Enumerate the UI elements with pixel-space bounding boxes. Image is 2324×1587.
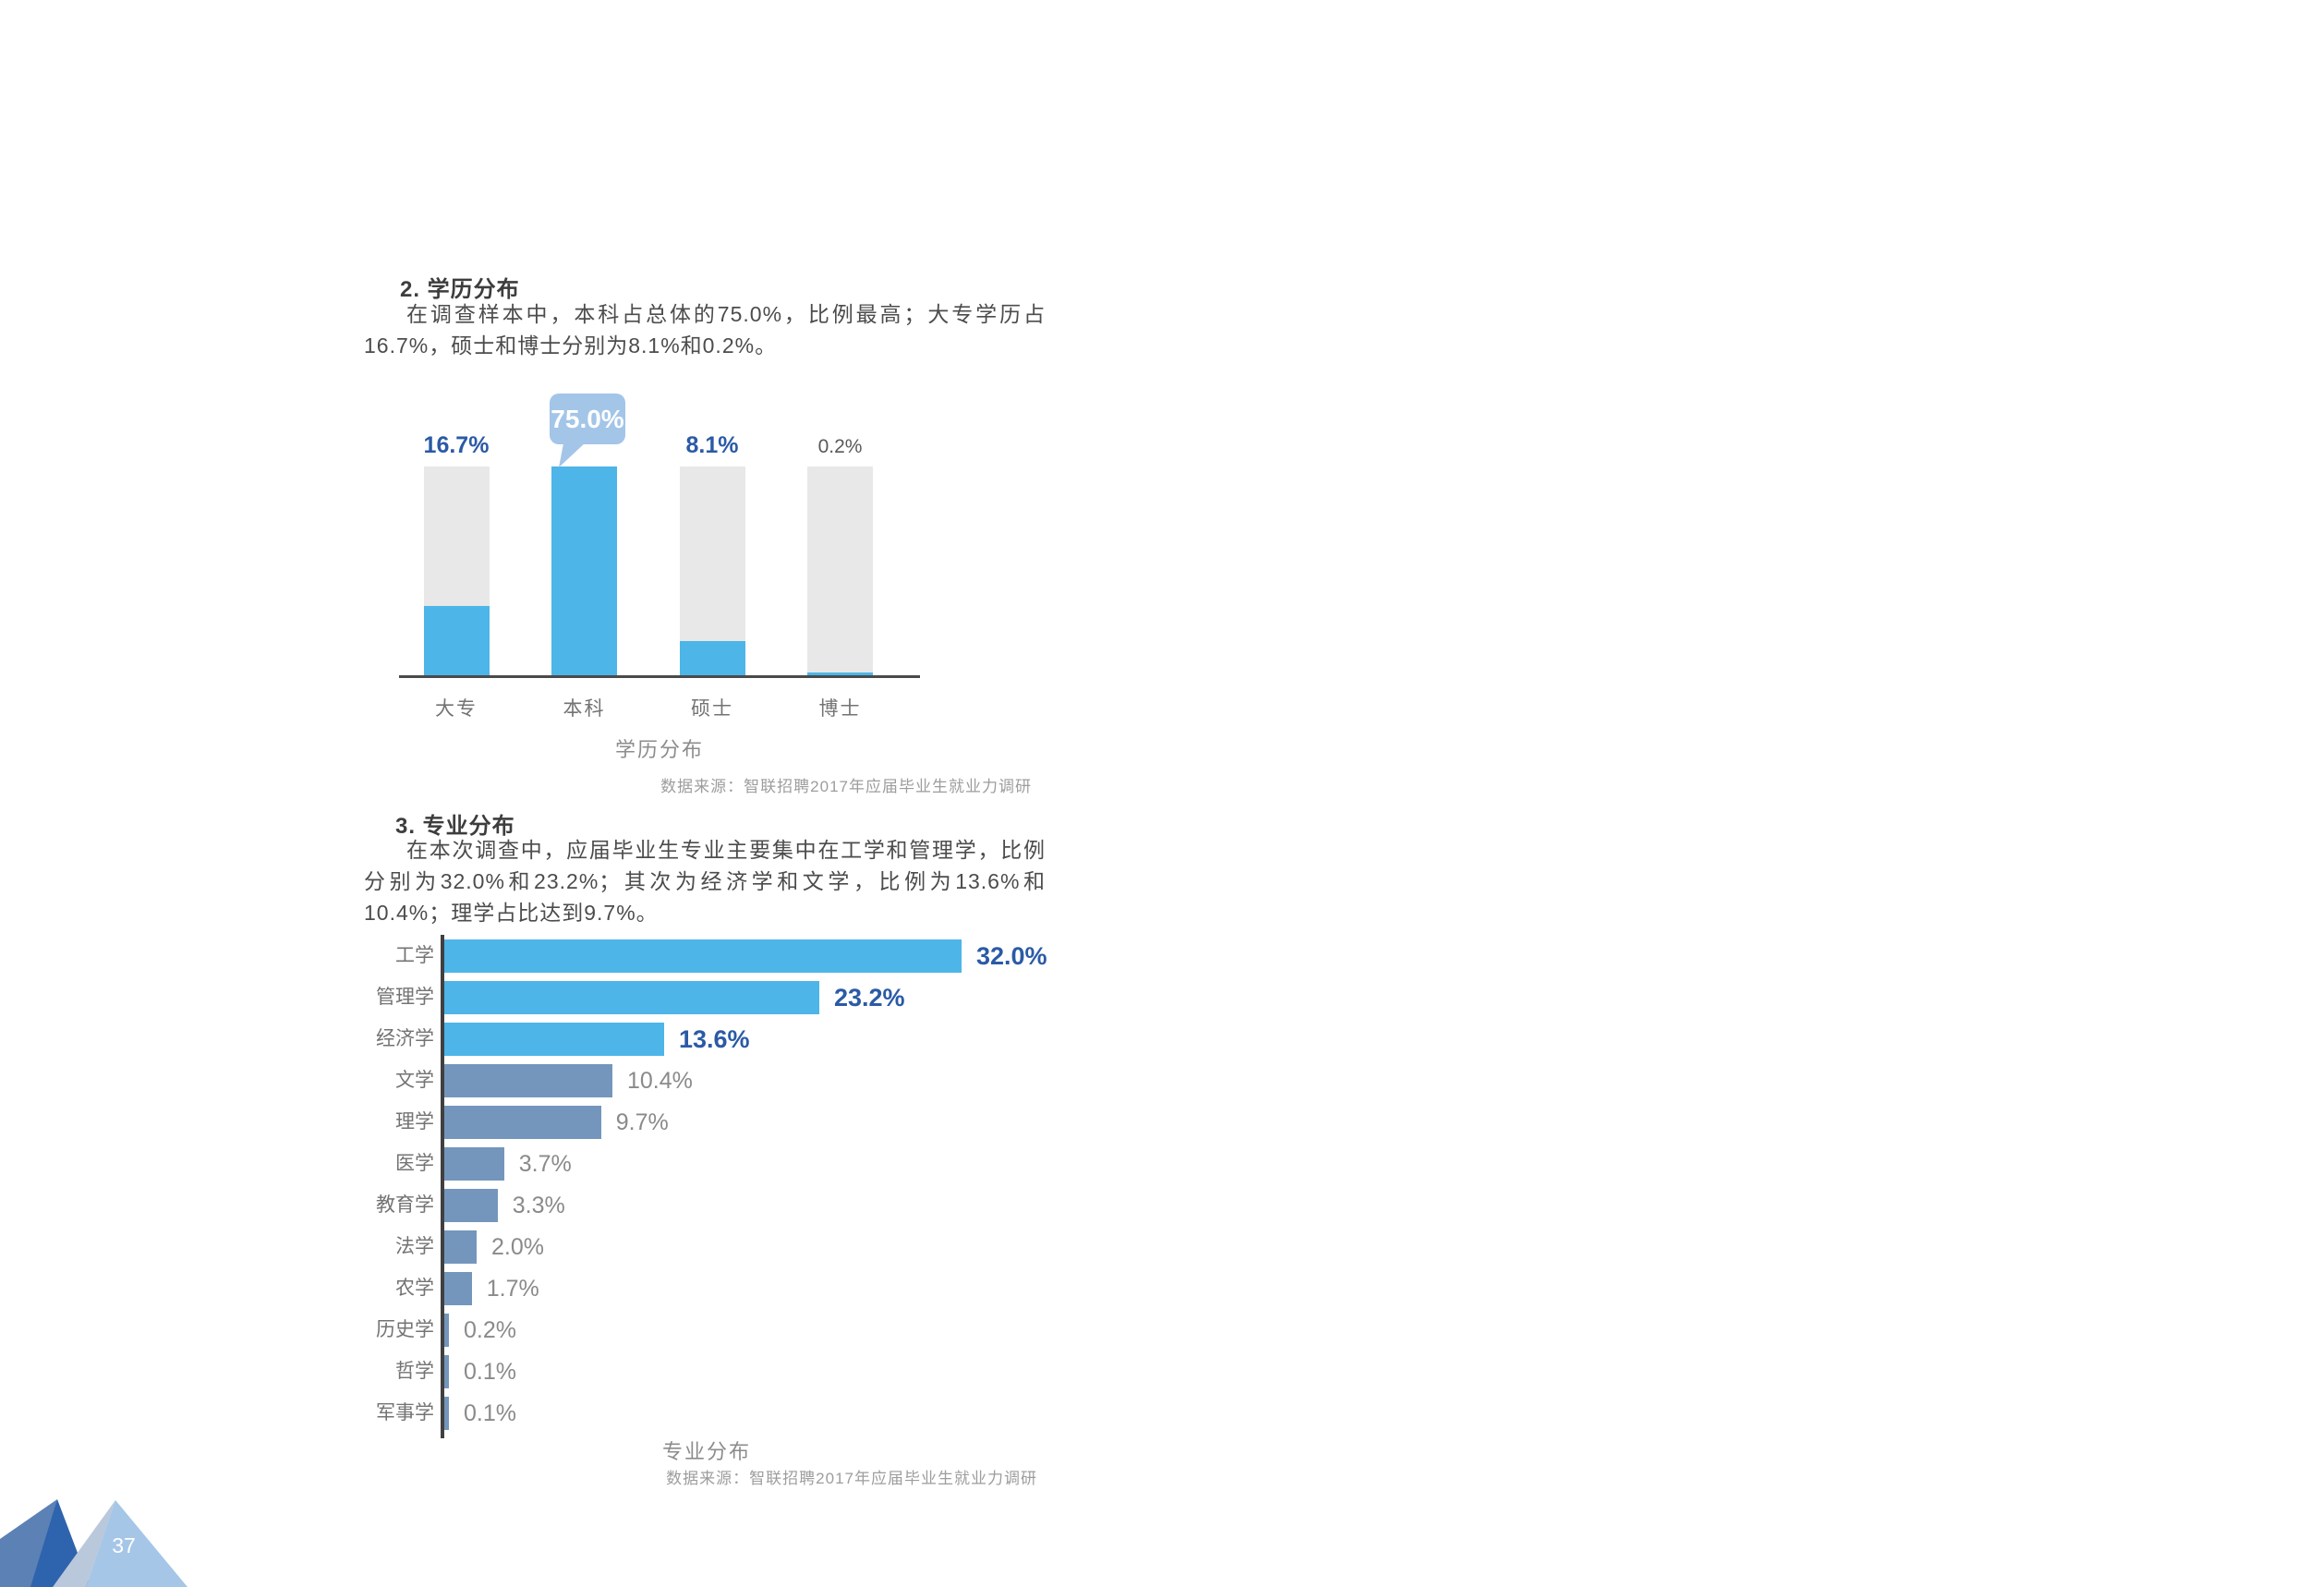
hbar	[444, 1064, 612, 1097]
bar-column-博士: 0.2% 博士	[807, 388, 873, 799]
hbar-row-医学: 医学 3.7%	[365, 1147, 1085, 1181]
x-axis-line	[399, 675, 920, 678]
bar-category-label: 本科	[563, 698, 606, 720]
hbar-row-法学: 法学 2.0%	[365, 1230, 1085, 1264]
hbar	[444, 1147, 504, 1181]
hbar	[444, 1106, 601, 1139]
hbar-category-label: 军事学	[376, 1402, 434, 1423]
bar-fill	[551, 466, 617, 675]
hbar-category-label: 教育学	[376, 1194, 434, 1216]
education-chart-source: 数据来源：智联招聘2017年应届毕业生就业力调研	[660, 778, 1032, 795]
hbar-value-label: 32.0%	[976, 942, 1047, 970]
callout-bubble: 75.0%	[550, 394, 625, 444]
hbar-row-经济学: 经济学 13.6%	[365, 1023, 1085, 1056]
hbar-value-label: 2.0%	[491, 1234, 544, 1260]
bar-value-label: 16.7%	[423, 432, 490, 458]
hbar-category-label: 哲学	[395, 1361, 434, 1382]
bar-fill	[679, 641, 745, 675]
hbar	[444, 1272, 472, 1305]
bar-column-大专: 16.7% 大专	[423, 388, 490, 799]
hbar-value-label: 1.7%	[486, 1276, 539, 1302]
mountain-right-pale-face	[53, 1500, 115, 1587]
bar-track	[551, 466, 617, 675]
hbar-category-label: 农学	[395, 1278, 434, 1299]
hbar-row-哲学: 哲学 0.1%	[365, 1355, 1085, 1388]
mountain-right-light-face	[86, 1500, 188, 1587]
hbar-category-label: 工学	[395, 945, 434, 966]
bar-category-label: 硕士	[691, 698, 733, 720]
major-chart-source: 数据来源：智联招聘2017年应届毕业生就业力调研	[666, 1470, 1037, 1487]
bar-category-label: 博士	[818, 698, 862, 720]
hbar	[444, 1314, 449, 1347]
hbar	[444, 1397, 449, 1430]
hbar-row-教育学: 教育学 3.3%	[365, 1189, 1085, 1222]
hbar-category-label: 历史学	[376, 1319, 434, 1340]
hbar-row-军事学: 军事学 0.1%	[365, 1397, 1085, 1430]
hbar	[444, 1230, 477, 1264]
hbar-value-label: 9.7%	[615, 1109, 669, 1135]
bar-column-本科: 本科	[551, 388, 617, 799]
section-3-paragraph: 在本次调查中，应届毕业生专业主要集中在工学和管理学，比例分别为32.0%和23.…	[364, 838, 1046, 925]
bar-fill	[423, 605, 490, 675]
hbar-row-工学: 工学 32.0%	[365, 939, 1085, 973]
hbar-row-文学: 文学 10.4%	[365, 1064, 1085, 1097]
hbar-row-理学: 理学 9.7%	[365, 1106, 1085, 1139]
hbar-value-label: 13.6%	[679, 1025, 750, 1053]
bar-track	[807, 466, 873, 675]
hbar-category-label: 法学	[395, 1236, 434, 1257]
hbar-value-label: 10.4%	[627, 1068, 693, 1094]
hbar-category-label: 医学	[395, 1153, 434, 1174]
hbar	[444, 1189, 498, 1222]
bar-fill	[807, 672, 873, 675]
hbar-value-label: 0.1%	[464, 1400, 516, 1426]
hbar-category-label: 管理学	[376, 987, 434, 1008]
education-chart-caption: 学历分布	[614, 738, 704, 761]
bar-category-label: 大专	[435, 698, 478, 720]
hbar-category-label: 经济学	[376, 1028, 434, 1049]
hbar-value-label: 23.2%	[834, 984, 905, 1012]
bar-track	[679, 466, 745, 675]
hbar-row-管理学: 管理学 23.2%	[365, 981, 1085, 1014]
section-3-heading: 3. 专业分布	[395, 814, 515, 839]
education-distribution-chart: 16.7% 大专 本科 8.1% 硕士 0.2% 博士 75.0% 学历分布 数据来源：智联…	[365, 388, 1067, 799]
section-2-paragraph: 在调查样本中，本科占总体的75.0%，比例最高；大专学历占16.7%，硕士和博士…	[364, 302, 1046, 357]
footer-mountains-logo	[0, 1499, 188, 1587]
hbar-value-label: 0.1%	[464, 1359, 516, 1385]
major-chart-caption: 专业分布	[661, 1440, 751, 1463]
hbar-row-历史学: 历史学 0.2%	[365, 1314, 1085, 1347]
hbar-row-农学: 农学 1.7%	[365, 1272, 1085, 1305]
hbar-category-label: 理学	[395, 1111, 434, 1133]
callout-value-label: 75.0%	[551, 404, 624, 433]
bar-track	[423, 466, 490, 675]
page-number: 37	[112, 1533, 136, 1557]
y-axis-line	[441, 935, 444, 1438]
hbar	[444, 1355, 449, 1388]
hbar-value-label: 0.2%	[464, 1317, 516, 1343]
hbar-value-label: 3.3%	[512, 1193, 565, 1218]
hbar-value-label: 3.7%	[518, 1151, 572, 1177]
bar-column-硕士: 8.1% 硕士	[679, 388, 745, 799]
hbar-category-label: 文学	[395, 1070, 434, 1091]
major-distribution-chart: 工学 32.0% 管理学 23.2% 经济学 13.6% 文学 10.4% 理学 9.7% 医学 3.…	[365, 928, 1085, 1501]
bar-value-label: 8.1%	[685, 432, 739, 458]
section-2-heading: 2. 学历分布	[400, 277, 520, 302]
hbar	[444, 939, 962, 973]
bar-value-label: 0.2%	[817, 436, 863, 457]
mountain-left-light-face	[0, 1499, 57, 1587]
hbar	[444, 1023, 664, 1056]
hbar	[444, 981, 819, 1014]
